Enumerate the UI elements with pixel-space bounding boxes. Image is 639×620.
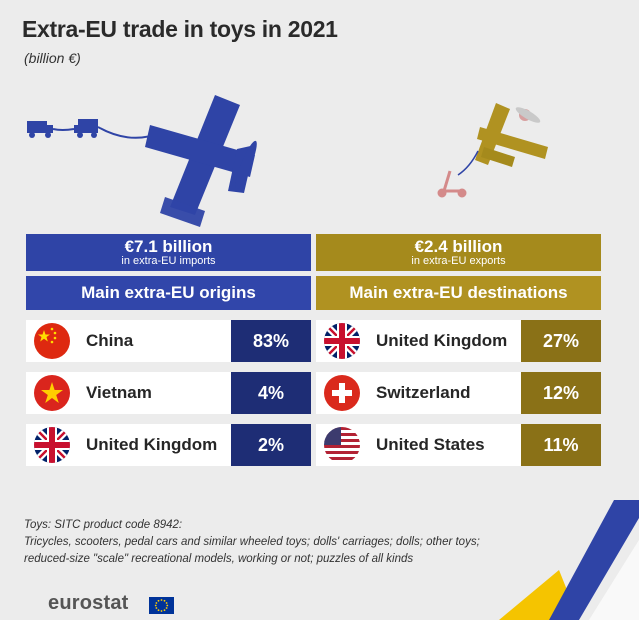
footnote-line: Toys: SITC product code 8942: — [24, 519, 183, 531]
flag-uk-icon — [34, 427, 70, 463]
imports-value: €7.1 billion — [124, 237, 213, 256]
scooter-icon — [437, 170, 467, 198]
share-value: 2% — [231, 424, 311, 466]
table-row: Vietnam 4% — [26, 372, 311, 414]
exports-headline: €2.4 billion in extra-EU exports — [316, 234, 601, 271]
flag-vietnam-icon — [34, 375, 70, 411]
infographic-subtitle: (billion €) — [24, 50, 81, 66]
country-name: Vietnam — [86, 383, 152, 402]
flag-uk-icon — [324, 323, 360, 359]
table-row: Switzerland 12% — [316, 372, 601, 414]
share-value: 83% — [231, 320, 311, 362]
infographic-title: Extra-EU trade in toys in 2021 — [22, 16, 338, 42]
truck-icon — [27, 121, 53, 138]
footnote-line: reduced-size "scale" recreational models… — [24, 553, 414, 565]
exports-caption: in extra-EU exports — [411, 255, 506, 267]
flag-china-icon — [34, 323, 70, 359]
flag-switzerland-icon — [324, 375, 360, 411]
tow-line — [52, 126, 161, 139]
imports-column: €7.1 billion in extra-EU imports Main ex… — [26, 234, 311, 466]
eurostat-logo: eurostat — [48, 592, 129, 614]
toy-planes-illustration — [27, 95, 548, 227]
table-row: United Kingdom 2% — [26, 424, 311, 466]
share-value: 27% — [521, 320, 601, 362]
country-name: Switzerland — [376, 383, 471, 402]
exports-value: €2.4 billion — [414, 237, 503, 256]
imports-caption: in extra-EU imports — [121, 255, 216, 267]
train-icon — [74, 119, 98, 138]
share-value: 12% — [521, 372, 601, 414]
country-name: United Kingdom — [86, 435, 218, 454]
exports-band: Main extra-EU destinations — [316, 276, 601, 310]
blue-plane-icon — [145, 95, 257, 227]
country-name: United Kingdom — [376, 331, 508, 350]
gold-plane-icon — [475, 103, 548, 167]
table-row: United Kingdom 27% — [316, 320, 601, 362]
country-name: United States — [376, 435, 485, 454]
imports-band: Main extra-EU origins — [26, 276, 311, 310]
share-value: 11% — [521, 424, 601, 466]
table-row: United States 11% — [316, 424, 601, 466]
footnote-line: Tricycles, scooters, pedal cars and simi… — [24, 536, 480, 548]
footnote: Toys: SITC product code 8942: Tricycles,… — [24, 517, 480, 568]
eu-flag-icon — [149, 597, 174, 614]
exports-column: €2.4 billion in extra-EU exports Main ex… — [316, 234, 601, 466]
decorative-stripes — [499, 500, 639, 620]
table-row: China 83% — [26, 320, 311, 362]
tow-line-gold — [457, 150, 479, 176]
share-value: 4% — [231, 372, 311, 414]
flag-usa-icon — [324, 427, 360, 463]
country-name: China — [86, 331, 134, 350]
imports-headline: €7.1 billion in extra-EU imports — [26, 234, 311, 271]
